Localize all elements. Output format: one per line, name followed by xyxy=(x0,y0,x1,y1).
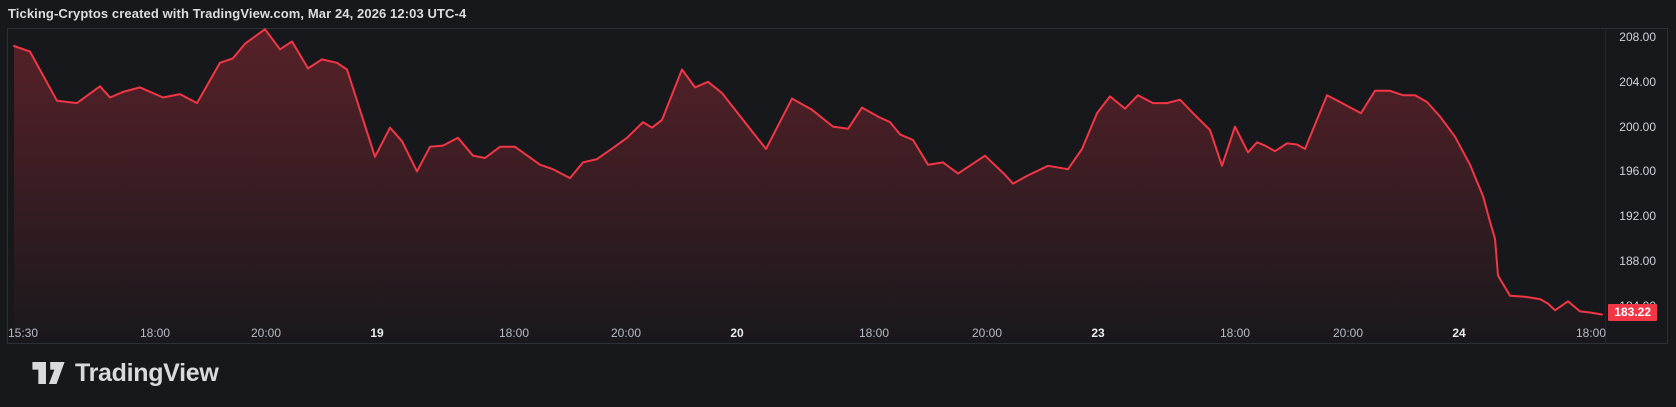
time-tick-label: 18:00 xyxy=(1575,326,1607,340)
price-tick-label: 204.00 xyxy=(1619,74,1656,89)
time-tick-label: 20:00 xyxy=(971,326,1003,340)
time-tick-label: 20:00 xyxy=(1332,326,1364,340)
plot-frame xyxy=(7,28,1668,344)
time-tick-label-day: 20 xyxy=(730,326,744,340)
price-line xyxy=(13,28,1603,316)
tradingview-mark-icon xyxy=(32,362,65,384)
time-tick-label-day: 24 xyxy=(1452,326,1466,340)
price-tick-label: 196.00 xyxy=(1619,164,1656,179)
tradingview-logo-text: TradingView xyxy=(75,359,219,387)
price-tick-label: 192.00 xyxy=(1619,209,1656,224)
time-tick-label: 18:00 xyxy=(139,326,171,340)
time-tick-label: 18:00 xyxy=(498,326,530,340)
last-price-value: 183.22 xyxy=(1614,305,1651,319)
price-tick-label: 188.00 xyxy=(1619,254,1656,268)
price-scale-separator xyxy=(1605,28,1606,344)
price-area-fill xyxy=(14,29,1602,341)
time-tick-label: 15:30 xyxy=(7,326,39,340)
chart-title: Ticking-Cryptos created with TradingView… xyxy=(8,6,467,21)
time-tick-label: 20:00 xyxy=(250,326,282,340)
time-tick-label: 18:00 xyxy=(858,326,890,340)
last-price-badge: 183.22 xyxy=(1608,304,1657,321)
time-tick-label-day: 23 xyxy=(1091,326,1105,340)
tradingview-logo[interactable]: TradingView xyxy=(32,358,219,388)
price-tick-label: 208.00 xyxy=(1619,30,1656,44)
time-tick-label-day: 19 xyxy=(370,326,384,340)
time-tick-label: 20:00 xyxy=(610,326,642,340)
time-tick-label: 18:00 xyxy=(1219,326,1251,340)
price-tick-label: 200.00 xyxy=(1619,119,1656,134)
